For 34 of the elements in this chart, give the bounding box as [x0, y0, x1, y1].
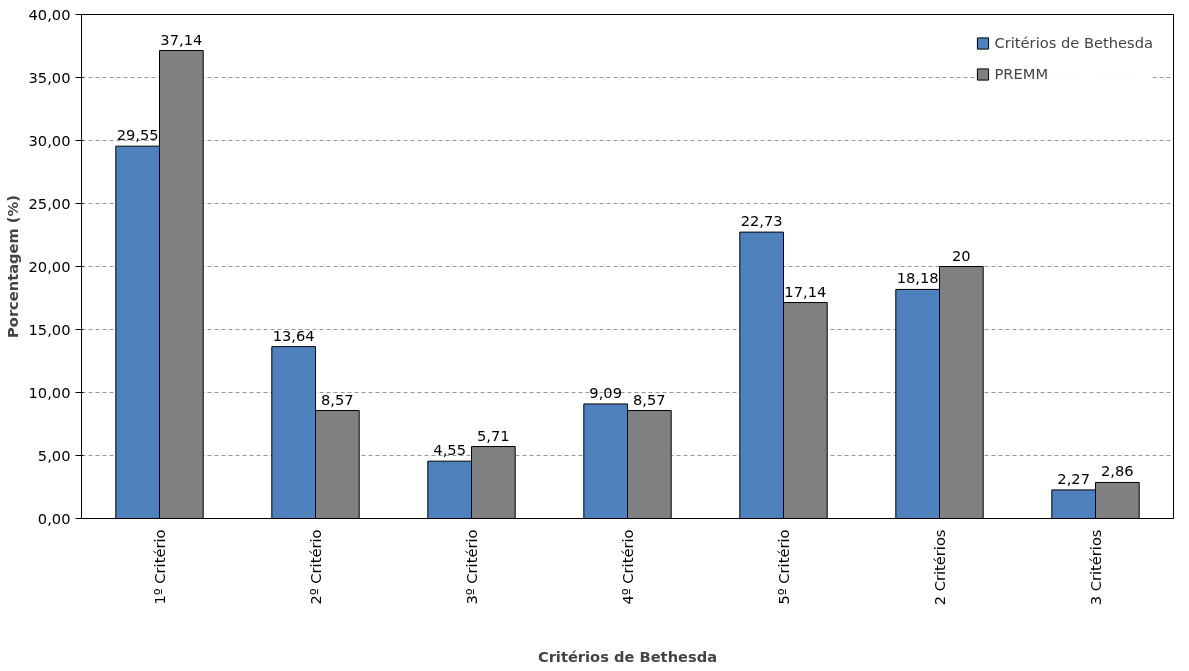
- y-tick-label: 40,00: [28, 5, 71, 23]
- data-label: 9,09: [589, 383, 622, 401]
- y-tick-label: 35,00: [28, 68, 71, 86]
- data-label: 2,27: [1057, 469, 1090, 487]
- data-label: 18,18: [896, 269, 939, 287]
- data-label: 13,64: [272, 326, 315, 344]
- legend-label: PREMM: [994, 65, 1049, 82]
- y-tick-label: 25,00: [28, 194, 71, 212]
- data-label: 37,14: [160, 30, 203, 48]
- y-tick-label: 30,00: [28, 131, 71, 149]
- data-label: 17,14: [784, 282, 827, 300]
- x-tick-label: 1º Critério: [151, 529, 168, 605]
- y-tick-label: 10,00: [28, 383, 71, 401]
- x-tick-label: 2 Critérios: [931, 529, 948, 606]
- data-label: 22,73: [740, 212, 783, 230]
- data-label: 8,57: [633, 390, 666, 408]
- x-axis-title: Critérios de Bethesda: [537, 648, 718, 666]
- legend-label: Critérios de Bethesda: [994, 34, 1153, 51]
- data-label: 4,55: [433, 441, 466, 459]
- x-tick-label: 2º Critério: [307, 529, 324, 605]
- y-tick-label: 15,00: [28, 320, 71, 338]
- data-label: 2,86: [1101, 462, 1134, 480]
- data-label: 5,71: [477, 426, 510, 444]
- data-label: 29,55: [116, 126, 159, 144]
- x-tick-label: 5º Critério: [775, 529, 792, 605]
- data-label: 20: [952, 246, 971, 264]
- y-tick-label: 5,00: [37, 446, 71, 464]
- x-tick-label: 4º Critério: [619, 529, 636, 605]
- y-tick-label: 20,00: [28, 257, 71, 275]
- x-tick-label: 3º Critério: [463, 529, 480, 605]
- y-axis-title: Porcentagem (%): [3, 195, 21, 338]
- y-tick-label: 0,00: [37, 509, 71, 527]
- data-label: 8,57: [321, 390, 354, 408]
- x-tick-label: 3 Critérios: [1087, 529, 1104, 606]
